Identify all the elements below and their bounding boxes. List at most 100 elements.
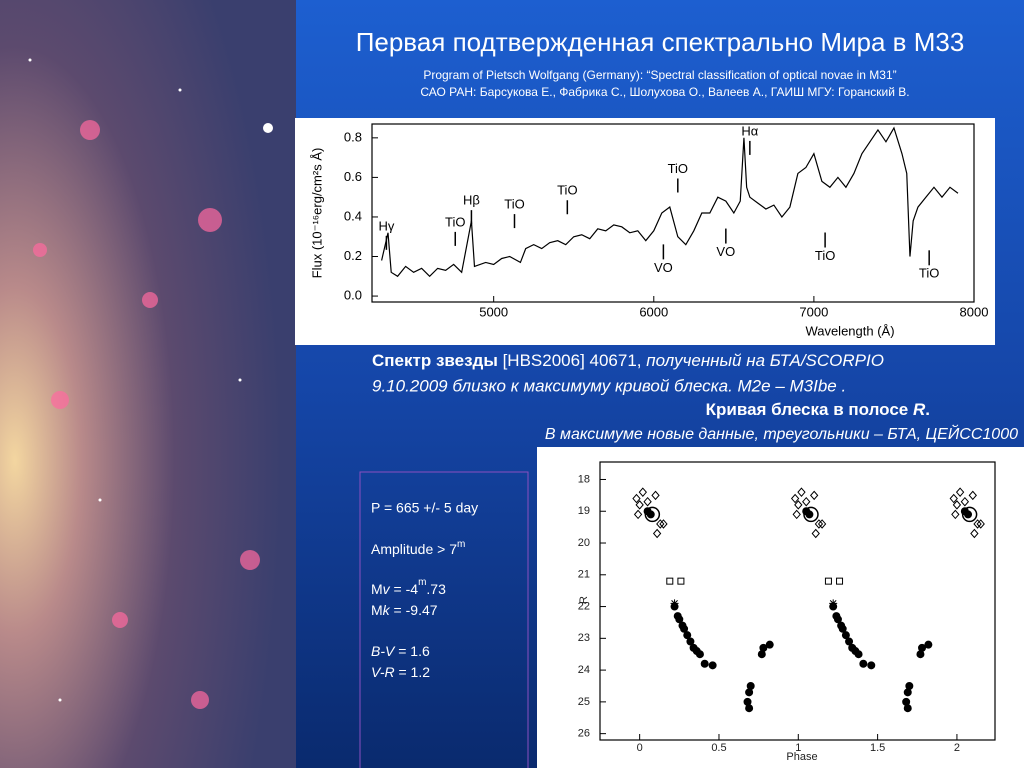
- point: [677, 577, 685, 585]
- param: Amplitude > 7m: [371, 539, 465, 557]
- caption-part: полученный на БТА/SCORPIO: [646, 351, 884, 370]
- y-tick-label: 19: [578, 505, 590, 517]
- point: [745, 704, 754, 713]
- point: [765, 640, 774, 649]
- x-tick-label: 0.5: [711, 742, 726, 754]
- plot-frame: [599, 461, 996, 741]
- point: [845, 637, 854, 646]
- param-part: v: [383, 581, 391, 597]
- point: [652, 528, 662, 539]
- point: [841, 631, 850, 640]
- plot-frame: [371, 123, 975, 303]
- point: [794, 500, 803, 510]
- point: [838, 624, 847, 633]
- param: B-V = 1.6: [371, 643, 430, 659]
- param: P = 665 +/- 5 day: [371, 500, 478, 516]
- point: [918, 643, 927, 652]
- point: [670, 599, 679, 608]
- point: [802, 496, 811, 507]
- point: [949, 493, 958, 504]
- line-label: Hγ: [378, 218, 394, 233]
- param-part: m: [418, 577, 426, 588]
- point: [973, 519, 982, 529]
- point: [903, 704, 912, 713]
- point: [952, 500, 962, 510]
- point: [651, 490, 660, 501]
- param-part: = 1.2: [395, 664, 431, 680]
- point: [970, 528, 979, 539]
- param-part: = -9.47: [390, 602, 438, 618]
- point: [867, 661, 876, 670]
- x-tick-label: 8000: [960, 304, 989, 319]
- param-part: M: [371, 602, 383, 618]
- params: P = 665 +/- 5 day Amplitude > 7m Mv = -4…: [371, 500, 478, 680]
- galaxy-image: [0, 0, 296, 768]
- line-label: TiO: [668, 161, 688, 176]
- x-axis-label: Wavelength (Å): [805, 323, 894, 338]
- point: [833, 615, 842, 624]
- point: [961, 506, 978, 523]
- x-axis-label: Phase: [786, 751, 817, 763]
- spectrum-panel: [295, 118, 995, 345]
- point: [666, 577, 674, 585]
- x-tick-label: 7000: [799, 304, 828, 319]
- line-label: TiO: [445, 214, 465, 229]
- y-tick-label: 26: [578, 728, 590, 740]
- point: [632, 493, 641, 504]
- point: [656, 519, 665, 529]
- spectrum-line: [381, 126, 959, 278]
- point: [659, 519, 668, 529]
- caption: Кривая блеска в полосе R.: [706, 400, 930, 419]
- y-tick-label: 25: [578, 696, 590, 708]
- point: [790, 493, 800, 504]
- param-part: = -4: [390, 581, 419, 597]
- param-part: m: [457, 539, 465, 550]
- x-tick-label: 1.5: [870, 742, 885, 754]
- point: [675, 615, 684, 624]
- galaxy-nebulae: [33, 120, 260, 709]
- point: [976, 519, 985, 529]
- caption: 9.10.2009 близко к максимуму кривой блес…: [372, 376, 846, 395]
- point: [635, 500, 644, 510]
- point: [924, 640, 933, 649]
- param: V-R = 1.2: [371, 664, 430, 680]
- point: [817, 519, 827, 529]
- y-tick-label: 0.0: [344, 288, 362, 303]
- param-part: Amplitude > 7: [371, 541, 457, 557]
- y-tick-label: 24: [578, 664, 590, 676]
- point: [859, 659, 868, 668]
- param: Mk = -9.47: [371, 602, 438, 618]
- point: [644, 506, 661, 523]
- x-tick-label: 6000: [639, 304, 668, 319]
- point: [960, 496, 970, 507]
- x-tick-label: 0: [637, 742, 643, 754]
- point: [829, 599, 838, 608]
- point: [708, 661, 717, 670]
- galaxy-stars: [28, 58, 273, 702]
- point: [955, 487, 965, 497]
- x-tick-label: 2: [954, 742, 960, 754]
- point: [633, 509, 643, 520]
- title: Первая подтвержденная спектрально Мира в…: [356, 27, 965, 57]
- y-tick-label: 23: [578, 632, 590, 644]
- point: [643, 496, 652, 507]
- point: [854, 650, 863, 659]
- point: [797, 487, 806, 497]
- point: [686, 637, 695, 646]
- param-part: .73: [426, 581, 446, 597]
- point: [811, 528, 820, 539]
- line-label: VO: [716, 244, 735, 259]
- caption-part: R: [913, 400, 926, 419]
- param-part: B-V: [371, 643, 396, 659]
- point: [905, 681, 914, 690]
- point: [695, 650, 704, 659]
- point: [814, 519, 824, 529]
- line-label: TiO: [919, 266, 939, 281]
- caption: Спектр звезды [HBS2006] 40671, полученны…: [372, 351, 884, 370]
- param-part: k: [383, 602, 391, 618]
- subtitle: Program of Pietsch Wolfgang (Germany): “…: [423, 68, 896, 82]
- x-tick-label: 1: [795, 742, 801, 754]
- line-label: VO: [654, 260, 673, 275]
- param: Mv = -4m.73: [371, 577, 446, 597]
